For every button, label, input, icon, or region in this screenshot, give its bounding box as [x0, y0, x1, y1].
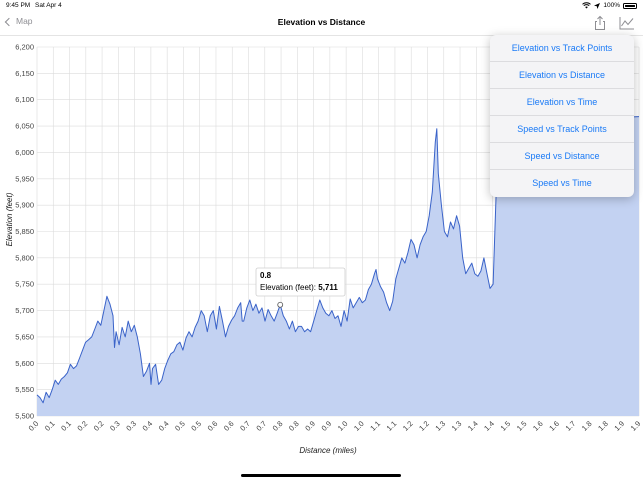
- elevation-chart: 5,500 5,550 5,600 5,650 5,700 5,750 5,800 5,850…: [5, 43, 643, 456]
- battery-percent: 100%: [603, 2, 620, 9]
- wifi-icon: [582, 2, 592, 9]
- x-axis-label: Distance (miles): [299, 446, 357, 455]
- x-tick-label: 0.9: [320, 419, 334, 433]
- x-tick-label: 0.0: [27, 419, 41, 433]
- x-tick-label: 1.0: [352, 419, 366, 433]
- x-tick-label: 1.3: [450, 419, 464, 433]
- status-bar: 9:45 PM Sat Apr 4 100%: [0, 0, 643, 11]
- navigation-bar: Map Elevation vs Distance: [0, 11, 643, 36]
- y-tick-label: 6,050: [15, 122, 34, 131]
- x-tick-label: 1.1: [368, 419, 382, 433]
- tooltip-label: Elevation (feet):: [260, 283, 318, 292]
- status-right: 100%: [582, 2, 637, 9]
- x-tick-label: 0.7: [238, 419, 252, 433]
- x-tick-label: 0.4: [141, 419, 155, 433]
- x-tick-label: 0.5: [189, 419, 203, 433]
- menu-item-elevation-vs-time[interactable]: Elevation vs Time: [490, 89, 634, 116]
- chart-type-menu: Elevation vs Track Points Elevation vs D…: [490, 35, 634, 197]
- share-icon[interactable]: [592, 15, 608, 31]
- chart-type-icon[interactable]: [618, 15, 636, 31]
- home-indicator: [241, 474, 401, 477]
- x-tick-label: 1.5: [515, 419, 529, 433]
- x-tick-label: 0.1: [43, 419, 57, 433]
- page-title: Elevation vs Distance: [277, 17, 366, 27]
- x-tick-label: 0.2: [75, 419, 89, 433]
- tooltip-box: [255, 267, 346, 297]
- location-icon: [594, 2, 601, 9]
- x-tick-label: 1.3: [433, 419, 447, 433]
- battery-icon: [623, 2, 637, 9]
- y-tick-label: 5,950: [15, 174, 34, 183]
- elevation-area: [37, 116, 639, 416]
- x-tick-label: 1.7: [564, 419, 578, 433]
- y-tick-label: 5,850: [15, 227, 34, 236]
- menu-item-elevation-vs-distance[interactable]: Elevation vs Distance: [490, 62, 634, 89]
- y-tick-label: 6,200: [15, 43, 34, 52]
- x-tick-label: 1.8: [580, 419, 594, 433]
- elevation-line: [36, 116, 640, 404]
- y-tick-label: 5,650: [15, 332, 34, 341]
- x-tick-label: 1.9: [629, 419, 643, 433]
- y-tick-label: 6,000: [15, 148, 34, 157]
- x-tick-label: 1.6: [531, 419, 545, 433]
- menu-item-elevation-vs-track-points[interactable]: Elevation vs Track Points: [490, 35, 634, 62]
- status-time: 9:45 PM: [6, 2, 31, 9]
- y-tick-label: 6,150: [15, 69, 34, 78]
- x-tick-label: 1.4: [466, 419, 480, 433]
- x-tick-label: 1.8: [596, 419, 610, 433]
- x-tick-label: 0.3: [108, 419, 122, 433]
- x-tick-label: 0.2: [92, 419, 106, 433]
- x-tick-label: 0.1: [59, 419, 73, 433]
- x-tick-label: 0.4: [157, 419, 171, 433]
- x-tick-label: 0.7: [254, 419, 268, 433]
- tooltip-elevation: Elevation (feet): 5,711: [260, 283, 338, 292]
- chart-tooltip: 0.8 Elevation (feet): 5,711: [255, 267, 346, 297]
- x-tick-label: 0.3: [124, 419, 138, 433]
- x-tick-label: 0.8: [287, 419, 301, 433]
- back-button-label: Map: [16, 16, 33, 26]
- y-tick-label: 5,550: [15, 385, 34, 394]
- x-tick-label: 0.5: [173, 419, 187, 433]
- x-tick-label: 1.9: [612, 419, 626, 433]
- x-tick-label: 0.6: [206, 419, 220, 433]
- x-tick-label: 1.1: [385, 419, 399, 433]
- x-tick-label: 1.4: [482, 419, 496, 433]
- menu-item-speed-vs-time[interactable]: Speed vs Time: [532, 178, 592, 188]
- status-date: Sat Apr 4: [35, 2, 62, 9]
- x-tick-label: 1.0: [336, 419, 350, 433]
- y-tick-label: 5,500: [15, 412, 34, 421]
- x-tick-label: 0.8: [271, 419, 285, 433]
- y-tick-label: 5,600: [15, 359, 34, 368]
- tooltip-x-value: 0.8: [260, 271, 272, 280]
- menu-item-speed-vs-track-points[interactable]: Speed vs Track Points: [490, 116, 634, 143]
- y-tick-label: 6,100: [15, 95, 34, 104]
- y-tick-label: 5,750: [15, 280, 34, 289]
- y-tick-label: 5,700: [15, 306, 34, 315]
- y-tick-label: 5,900: [15, 201, 34, 210]
- x-tick-label: 1.2: [401, 419, 415, 433]
- y-tick-label: 5,800: [15, 253, 34, 262]
- x-tick-label: 1.5: [499, 419, 513, 433]
- menu-item-speed-vs-distance[interactable]: Speed vs Distance: [490, 143, 634, 170]
- y-axis-label: Elevation (feet): [5, 192, 14, 246]
- x-tick-label: 1.6: [547, 419, 561, 433]
- tooltip-marker: [277, 301, 284, 308]
- x-tick-label: 0.6: [222, 419, 236, 433]
- back-button[interactable]: Map: [4, 16, 33, 26]
- x-tick-label: 0.9: [303, 419, 317, 433]
- x-tick-label: 1.2: [417, 419, 431, 433]
- tooltip-value: 5,711: [318, 283, 338, 292]
